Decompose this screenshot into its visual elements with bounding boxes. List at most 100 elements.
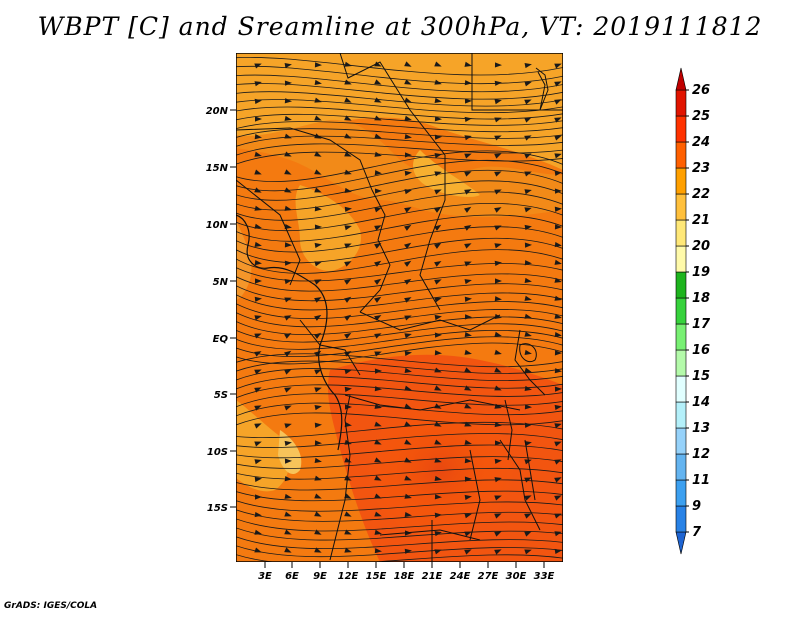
streamline-arrow-290 — [374, 529, 382, 535]
streamline-3 — [236, 83, 563, 100]
colorbar-segment-5 — [675, 401, 687, 429]
streamline-arrow-15 — [374, 79, 382, 85]
streamline-arrow-50 — [434, 134, 442, 140]
streamline-arrow-207 — [524, 385, 532, 392]
streamline-arrow-3 — [344, 61, 352, 67]
streamline-arrow-82 — [404, 189, 412, 195]
streamline-arrow-232 — [284, 440, 292, 447]
lat-tick-5s: 5S — [214, 390, 236, 401]
streamline-arrow-169 — [374, 333, 382, 339]
streamline-arrow-298 — [284, 547, 292, 553]
colorbar-label-16: 16 — [692, 343, 710, 358]
streamline-32 — [236, 336, 563, 357]
streamline-arrow-107 — [494, 225, 502, 231]
colorbar-label-24: 24 — [692, 135, 710, 150]
streamline-arrow-150 — [464, 296, 472, 302]
streamline-arrow-5 — [404, 61, 412, 67]
streamline-arrow-226 — [434, 421, 442, 427]
streamline-27 — [236, 301, 563, 319]
streamline-arrow-131 — [554, 259, 562, 265]
streamline-arrow-268 — [374, 493, 382, 499]
streamline-arrow-245 — [344, 457, 352, 463]
streamline-arrow-213 — [374, 403, 382, 409]
streamline-47 — [236, 479, 563, 491]
streamline-arrow-191 — [374, 368, 382, 374]
streamline-arrow-230 — [554, 423, 562, 429]
streamline-arrow-216 — [464, 403, 472, 409]
colorbar-label-9: 9 — [692, 499, 701, 514]
streamline-arrow-242 — [254, 459, 262, 465]
streamline-arrow-1 — [284, 62, 292, 69]
streamline-arrow-103 — [374, 225, 382, 231]
streamline-arrow-80 — [344, 187, 352, 193]
streamline-arrow-155 — [284, 315, 292, 321]
streamline-arrow-214 — [404, 403, 412, 409]
colorbar-segment-15 — [675, 141, 687, 169]
streamline-16 — [236, 180, 563, 211]
streamline-arrow-197 — [554, 368, 562, 374]
streamlines — [236, 57, 563, 562]
streamline-arrow-73 — [464, 171, 472, 177]
lat-label-15n: 15N — [206, 163, 229, 174]
colorbar-label-23: 23 — [692, 161, 710, 176]
streamline-arrow-90 — [314, 206, 322, 212]
streamline-arrow-190 — [344, 369, 352, 375]
streamline-arrow-238 — [464, 439, 472, 445]
lat-tick-eq: EQ — [213, 334, 236, 345]
streamline-arrow-85 — [494, 189, 502, 195]
streamline-arrow-304 — [464, 549, 472, 555]
lon-label-3e: 3E — [258, 571, 272, 582]
streamline-arrow-105 — [434, 224, 442, 231]
streamline-arrow-263 — [554, 477, 562, 483]
streamline-arrow-134 — [314, 279, 322, 285]
streamline-arrow-128 — [464, 261, 472, 267]
streamline-10 — [236, 135, 563, 147]
streamline-15 — [236, 169, 563, 201]
streamline-arrow-167 — [314, 332, 322, 339]
streamline-arrow-34 — [284, 115, 292, 121]
streamline-arrow-17 — [434, 79, 442, 85]
streamline-52 — [236, 527, 563, 541]
colorbar-label-15: 15 — [692, 369, 710, 384]
streamline-arrow-225 — [404, 421, 412, 427]
lat-tick-10n: 10N — [206, 220, 236, 231]
streamline-34 — [236, 353, 563, 368]
streamline-arrow-199 — [284, 387, 292, 393]
colorbar-segment-13 — [675, 193, 687, 221]
streamline-arrow-30 — [494, 99, 502, 105]
lon-tick-6e: 6E — [285, 562, 299, 582]
colorbar-segment-17 — [675, 89, 687, 117]
colorbar-segment-11 — [675, 245, 687, 273]
streamline-arrow-13 — [314, 79, 322, 86]
streamline-arrow-295 — [524, 531, 532, 537]
streamline-arrow-210 — [284, 405, 292, 411]
streamline-arrow-247 — [404, 457, 412, 463]
streamline-arrow-202 — [374, 386, 382, 392]
streamline-arrow-275 — [254, 512, 262, 518]
streamline-arrow-186 — [554, 350, 562, 356]
streamline-arrow-130 — [524, 260, 532, 266]
lon-label-18e: 18E — [394, 571, 415, 582]
streamline-arrow-97 — [524, 207, 532, 213]
streamline-arrow-9 — [524, 63, 532, 69]
streamline-arrow-132 — [254, 278, 262, 284]
streamline-arrow-285 — [554, 513, 562, 519]
streamline-arrow-272 — [494, 495, 502, 501]
streamline-arrow-28 — [434, 97, 442, 103]
wbpt-region-center-band — [413, 150, 480, 197]
streamline-arrow-117 — [464, 243, 472, 249]
streamline-arrow-62 — [464, 153, 472, 159]
colorbar-label-20: 20 — [692, 239, 710, 254]
streamline-arrow-187 — [254, 369, 262, 375]
streamline-arrow-11 — [254, 81, 262, 87]
streamline-23 — [236, 263, 563, 282]
streamline-arrow-180 — [374, 351, 382, 357]
streamline-arrow-108 — [524, 224, 532, 231]
streamline-arrow-98 — [554, 206, 562, 212]
streamline-26 — [236, 292, 563, 311]
wbpt-region-west-cool — [236, 220, 252, 300]
streamline-arrow-168 — [344, 332, 352, 339]
streamline-arrow-135 — [344, 278, 352, 285]
lon-tick-21e: 21E — [422, 562, 443, 582]
colorbar-label-17: 17 — [692, 317, 711, 332]
